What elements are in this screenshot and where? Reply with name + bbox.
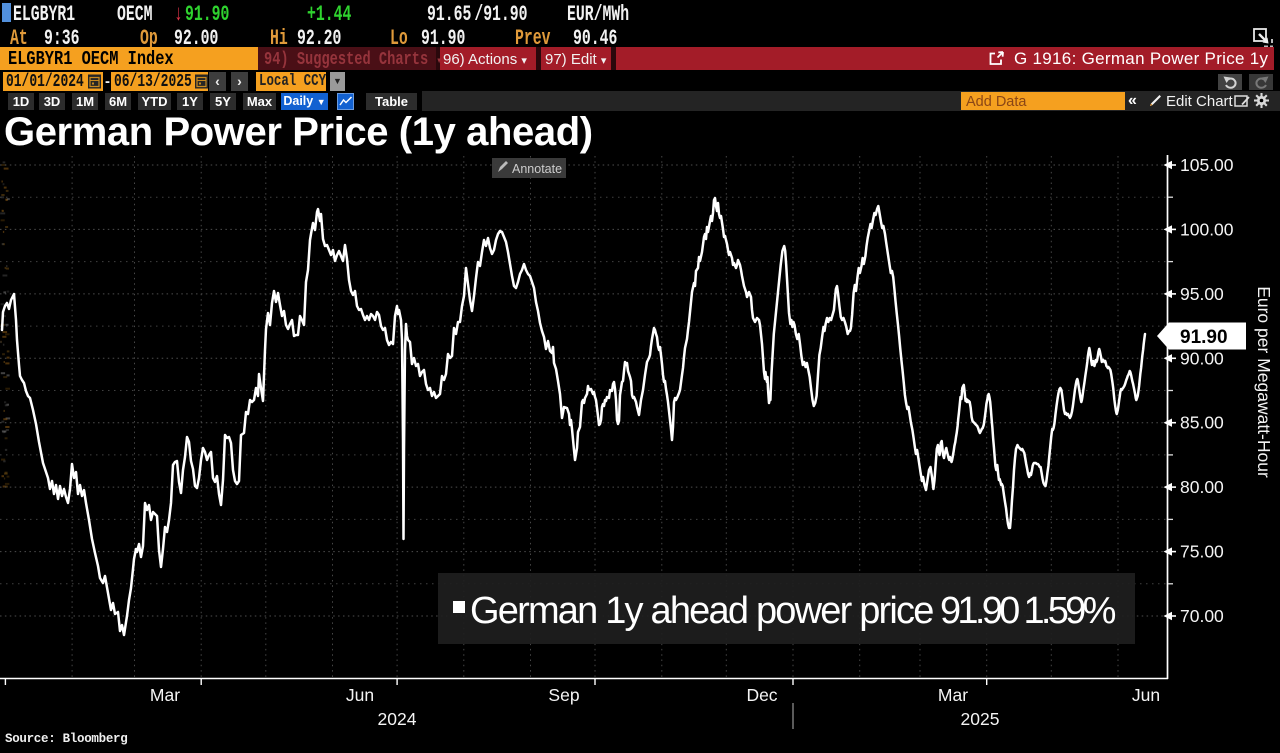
svg-text:100.00: 100.00 xyxy=(1180,219,1234,239)
svg-text:70.00: 70.00 xyxy=(1180,606,1224,626)
svg-text:95.00: 95.00 xyxy=(1180,284,1224,304)
svg-text:Annotate: Annotate xyxy=(512,162,562,176)
svg-text:German 1y ahead power price: German 1y ahead power price xyxy=(470,590,933,632)
svg-text:75.00: 75.00 xyxy=(1180,542,1224,562)
svg-text:105.00: 105.00 xyxy=(1180,155,1234,175)
svg-text:85.00: 85.00 xyxy=(1180,413,1224,433)
svg-text:Euro per Megawatt-Hour: Euro per Megawatt-Hour xyxy=(1254,286,1274,478)
svg-text:Mar: Mar xyxy=(150,685,180,705)
svg-text:90.00: 90.00 xyxy=(1180,348,1224,368)
svg-text:Mar: Mar xyxy=(938,685,968,705)
svg-text:2025: 2025 xyxy=(961,709,1000,729)
svg-text:2024: 2024 xyxy=(378,709,417,729)
svg-text:Sep: Sep xyxy=(548,685,579,705)
svg-text:Dec: Dec xyxy=(746,685,777,705)
svg-text:91.90 1.59%: 91.90 1.59% xyxy=(940,590,1116,632)
svg-text:Jun: Jun xyxy=(1132,685,1160,705)
svg-text:91.90: 91.90 xyxy=(1180,327,1228,348)
svg-text:80.00: 80.00 xyxy=(1180,477,1224,497)
svg-text:Jun: Jun xyxy=(346,685,374,705)
